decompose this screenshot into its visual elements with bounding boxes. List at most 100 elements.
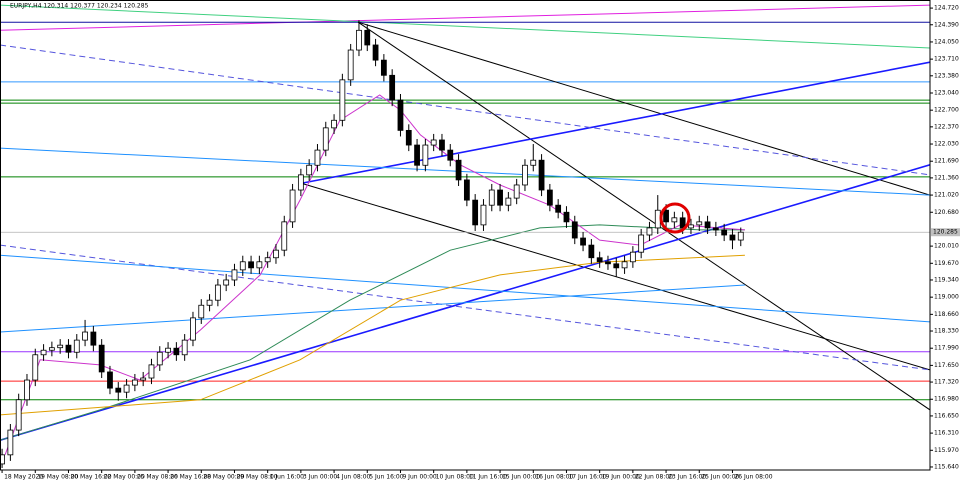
- overlay-line: [303, 61, 930, 184]
- candle-body: [98, 344, 105, 373]
- overlay-line: [299, 182, 930, 371]
- y-tick-label: 116.650: [934, 412, 959, 419]
- x-tick-label: 25 Jun 00:00: [701, 474, 739, 481]
- candle-body: [737, 231, 744, 241]
- y-tick-label: 118.660: [934, 311, 959, 318]
- candle-body: [173, 347, 180, 356]
- x-tick-label: 22 Jun 08:00: [635, 474, 673, 481]
- overlay-line: [0, 4, 930, 49]
- candle-body: [696, 221, 703, 226]
- overlay-line: [0, 244, 930, 371]
- y-tick-label: 122.700: [934, 107, 959, 114]
- candle-body: [638, 234, 645, 253]
- candle-body: [256, 261, 263, 269]
- candle-body: [190, 317, 196, 341]
- candle-body: [248, 261, 254, 269]
- candle-body: [530, 159, 537, 166]
- x-tick-label: 26 Jun 08:00: [734, 474, 772, 481]
- candle-body: [0, 454, 5, 465]
- candle-body: [654, 209, 661, 229]
- highlight-circle: [659, 202, 691, 234]
- candle-body: [588, 244, 595, 259]
- candle-body: [596, 257, 603, 263]
- current-price-box: [931, 228, 960, 237]
- candle-body: [671, 217, 678, 223]
- candle-body: [165, 347, 171, 353]
- x-tick-label: 22 May 00:00: [104, 474, 145, 481]
- candle-body: [439, 139, 445, 151]
- candle-body: [712, 227, 719, 231]
- x-tick-label: 5 Jun 16:00: [369, 474, 403, 481]
- candle-body: [472, 199, 479, 226]
- candle-body: [422, 144, 429, 166]
- axis-layer: 124.720 124.390 124.050 123.710 123.380 123.0…: [1, 5, 960, 481]
- candle-body: [273, 249, 279, 259]
- candle-body: [73, 339, 80, 353]
- y-tick-label: 120.680: [934, 209, 959, 216]
- x-tick-label: 25 May 08:00: [137, 474, 178, 481]
- candle-body: [57, 344, 64, 349]
- candle-body: [198, 304, 205, 319]
- x-tick-label: 3 Jun 00:00: [303, 474, 337, 481]
- candle-body: [455, 159, 462, 181]
- candle-body: [40, 349, 47, 356]
- y-tick-label: 119.340: [934, 276, 959, 283]
- overlay-line: [0, 254, 745, 416]
- candle-body: [646, 227, 653, 236]
- y-tick-label: 121.690: [934, 158, 959, 165]
- candle-body: [306, 164, 313, 176]
- candle-body: [131, 379, 138, 386]
- candle-body: [729, 234, 736, 241]
- y-tick-label: 116.980: [934, 396, 959, 403]
- candle-body: [629, 251, 636, 263]
- overlay-layer: [0, 4, 930, 455]
- x-tick-label: 29 May 08:00: [236, 474, 277, 481]
- x-tick-label: 9 Jun 00:00: [402, 474, 436, 481]
- y-tick-label: 121.020: [934, 192, 959, 199]
- overlay-line: [357, 21, 930, 411]
- overlay-line: [0, 254, 930, 323]
- candle-body: [140, 377, 147, 381]
- candle-body: [447, 149, 454, 161]
- candle-body: [206, 299, 213, 306]
- candle-body: [372, 44, 379, 61]
- candle-body: [223, 279, 230, 286]
- y-tick-label: 116.310: [934, 430, 959, 437]
- y-tick-label: 119.000: [934, 294, 959, 301]
- y-tick-label: 118.330: [934, 328, 959, 335]
- y-tick-label: 122.030: [934, 141, 959, 148]
- candle-body: [546, 189, 553, 206]
- candle-body: [115, 387, 122, 393]
- y-tick-label: 124.720: [934, 5, 959, 12]
- x-tick-label: 18 May 2020: [4, 474, 43, 481]
- candle-body: [688, 224, 694, 229]
- candle-body: [15, 399, 22, 431]
- y-tick-label: 123.040: [934, 89, 959, 96]
- candle-body: [621, 261, 628, 269]
- y-tick-label: 117.320: [934, 379, 959, 386]
- y-tick-label: 119.670: [934, 260, 959, 267]
- y-tick-label: 117.990: [934, 345, 959, 352]
- candle-body: [331, 119, 337, 129]
- y-tick-label: 123.380: [934, 72, 959, 79]
- current-price-label: 120.285: [933, 229, 958, 236]
- candle-body: [488, 189, 495, 206]
- candle-body: [181, 339, 188, 356]
- y-tick-label: 115.970: [934, 447, 959, 454]
- candle-body: [48, 347, 55, 351]
- x-tick-label: 28 May 00:00: [203, 474, 244, 481]
- candle-body: [538, 159, 545, 191]
- x-tick-label: 4 Jun 08:00: [336, 474, 370, 481]
- candle-body: [613, 263, 620, 269]
- candle-body: [721, 229, 728, 236]
- x-tick-label: 17 Jun 16:00: [568, 474, 606, 481]
- candle-body: [555, 204, 562, 213]
- overlay-line: [4, 94, 745, 455]
- overlay-line: [0, 4, 930, 31]
- candle-body: [32, 354, 39, 381]
- candle-body: [123, 384, 130, 393]
- candle-body: [397, 99, 404, 131]
- candle-body: [505, 197, 512, 206]
- candle-body: [107, 371, 113, 389]
